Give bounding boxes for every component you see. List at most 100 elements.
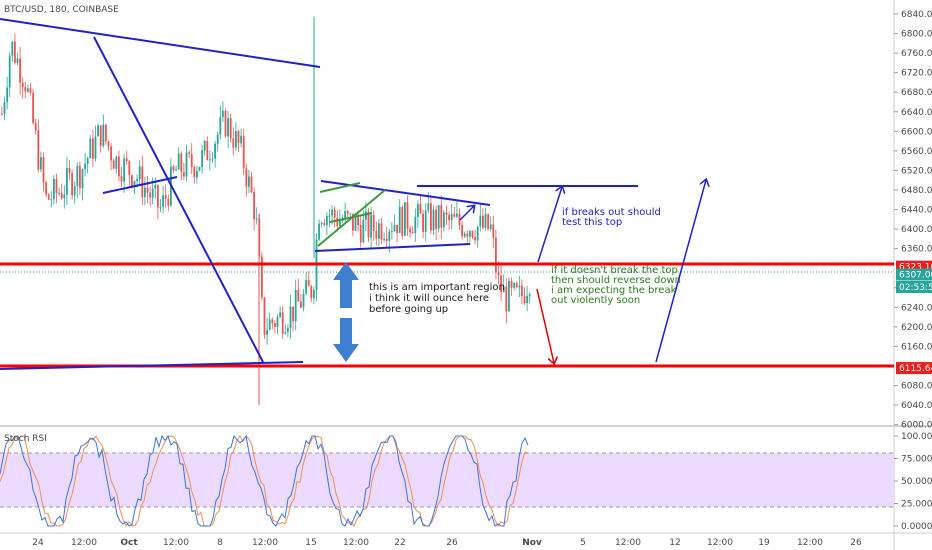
- time-tick-label: 12:00: [163, 538, 189, 548]
- candle-body: [58, 192, 60, 194]
- candle-body: [289, 306, 292, 328]
- long-term-up-arrow[interactable]: [655, 180, 706, 363]
- price-badge: [896, 268, 932, 281]
- breakout-projection-arrow[interactable]: [537, 187, 562, 263]
- candle-body: [107, 141, 110, 147]
- rsi-tick-label: 100.0000: [901, 432, 932, 442]
- time-tick-label: 24: [32, 538, 44, 548]
- price-pane[interactable]: [0, 0, 894, 424]
- candle-body: [68, 168, 71, 174]
- candle-body: [32, 92, 34, 124]
- price-tick-label: 6520.00: [901, 166, 932, 176]
- small-breakout-arrow[interactable]: [459, 206, 474, 221]
- candle-body: [79, 165, 81, 189]
- candle-body: [474, 237, 476, 241]
- candle-body: [523, 296, 526, 304]
- candle-body: [284, 332, 287, 334]
- price-tick-label: 6600.00: [901, 127, 932, 137]
- breaks-out-line-1: if breaks out should: [562, 207, 661, 218]
- candle-body: [281, 312, 284, 334]
- candle-body: [198, 166, 201, 171]
- candle-body: [326, 216, 328, 226]
- time-tick-label: Oct: [120, 538, 138, 548]
- candle-body: [484, 214, 487, 228]
- candle-body: [268, 319, 271, 330]
- candle-body: [349, 213, 352, 215]
- candle-body: [24, 87, 27, 92]
- time-tick-label: 19: [758, 538, 770, 548]
- candle-body: [453, 214, 456, 217]
- green-lines[interactable]: [317, 182, 386, 247]
- time-tick-label: 8: [217, 538, 223, 548]
- price-badge-label: 02:53:54: [899, 283, 932, 293]
- candle-body: [318, 223, 320, 240]
- candle-body: [154, 185, 157, 189]
- candle-body: [271, 319, 274, 324]
- bottom-support-line: [0, 361, 304, 370]
- candle-body: [422, 213, 424, 232]
- candle-body: [417, 203, 419, 218]
- candle-body: [209, 159, 211, 161]
- candle-body: [510, 280, 513, 288]
- price-tick-label: 6840.00: [901, 10, 932, 20]
- rsi-tick-label: 0.0000: [901, 522, 932, 532]
- range-double-arrow[interactable]: [333, 262, 359, 362]
- candlestick-series: [1, 16, 531, 406]
- candle-body: [141, 166, 144, 198]
- candle-body: [515, 283, 518, 288]
- stoch-rsi-band: [0, 453, 894, 507]
- candle-body: [229, 118, 232, 139]
- candle-body: [190, 153, 193, 168]
- candle-body: [240, 135, 242, 144]
- time-tick-label: 15: [305, 538, 316, 548]
- candle-body: [183, 172, 185, 177]
- reverse-down-line-1: if it doesn't break the top: [551, 265, 678, 276]
- price-tick-label: 6400.00: [901, 225, 932, 235]
- candle-body: [526, 295, 528, 304]
- candle-body: [214, 143, 216, 159]
- candle-body: [471, 231, 474, 238]
- candle-body: [222, 110, 224, 118]
- candle-body: [378, 223, 380, 239]
- candle-body: [469, 231, 471, 237]
- candle-body: [89, 138, 92, 159]
- price-tick-label: 6680.00: [901, 88, 932, 98]
- candle-body: [500, 275, 502, 293]
- trend-lines[interactable]: [0, 18, 638, 370]
- candle-body: [411, 232, 414, 234]
- candle-body: [112, 160, 115, 169]
- candle-body: [144, 187, 146, 198]
- candle-body: [375, 231, 378, 239]
- rsi-tick-label: 75.0000: [901, 455, 932, 465]
- important-region-line-3: before going up: [369, 304, 448, 315]
- candle-body: [255, 218, 258, 220]
- candle-body: [409, 228, 411, 233]
- price-badge: [896, 281, 932, 293]
- reversal-projection-arrow[interactable]: [536, 288, 554, 363]
- candle-body: [287, 327, 289, 333]
- candle-body: [157, 185, 159, 208]
- price-tick-label: 6240.00: [901, 303, 932, 313]
- candle-body: [29, 88, 32, 93]
- candle-body: [450, 214, 453, 221]
- stoch-rsi-series: [0, 434, 529, 527]
- candle-body: [320, 222, 323, 224]
- candle-body: [216, 134, 219, 144]
- price-tick-label: 6760.00: [901, 49, 932, 59]
- candle-body: [263, 297, 266, 335]
- candle-body: [219, 117, 222, 135]
- candle-body: [175, 169, 177, 171]
- candle-body: [495, 237, 497, 273]
- candle-body: [92, 138, 94, 159]
- candle-body: [167, 198, 170, 206]
- candle-body: [8, 55, 11, 88]
- candle-body: [110, 146, 112, 161]
- candle-body: [3, 102, 6, 115]
- candle-body: [414, 217, 417, 234]
- candle-body: [248, 176, 250, 187]
- price-tick-label: 6440.00: [901, 206, 932, 216]
- candle-body: [11, 41, 14, 56]
- time-tick-label: 12:00: [71, 538, 97, 548]
- candle-body: [40, 157, 42, 170]
